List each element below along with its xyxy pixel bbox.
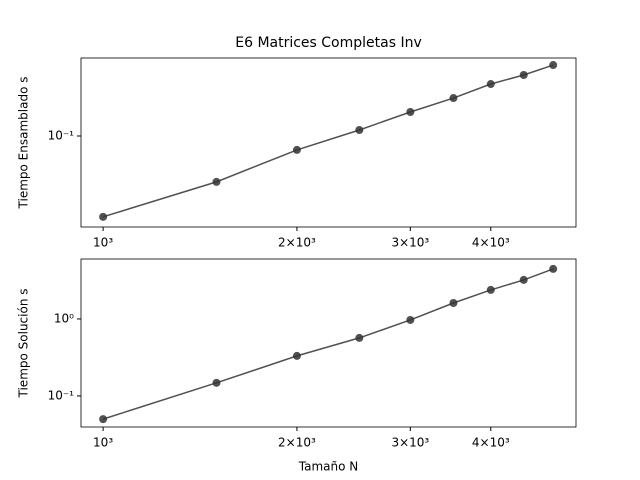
y-tick-label: 10⁰ — [54, 311, 74, 325]
series-line — [102, 64, 554, 218]
data-point — [449, 298, 458, 307]
data-point — [212, 177, 221, 186]
y-axis-label: Tiempo Solución s — [17, 289, 31, 399]
x-tick-label: 4×10³ — [472, 236, 510, 250]
x-tick-label: 4×10³ — [472, 436, 510, 450]
data-point — [99, 415, 108, 424]
y-tick-label: 10⁻¹ — [48, 128, 75, 142]
data-point — [449, 94, 458, 103]
data-point — [486, 285, 495, 294]
data-point — [549, 61, 558, 70]
data-point — [355, 125, 364, 134]
data-point — [406, 108, 415, 117]
plot-frame — [80, 258, 577, 428]
y-axis-label: Tiempo Ensamblado s — [17, 77, 31, 210]
x-tick-label: 2×10³ — [278, 436, 316, 450]
data-point — [519, 275, 528, 284]
data-point — [292, 145, 301, 154]
plot-frame — [80, 57, 577, 228]
data-point — [549, 264, 558, 273]
data-point — [292, 351, 301, 360]
chart-title: E6 Matrices Completas Inv — [235, 35, 422, 51]
x-axis-label: Tamaño N — [298, 460, 358, 474]
series-line — [102, 268, 554, 420]
x-tick-label: 3×10³ — [391, 236, 429, 250]
x-tick-label: 10³ — [93, 236, 113, 250]
data-point — [99, 212, 108, 221]
data-point — [212, 378, 221, 387]
data-point — [519, 71, 528, 80]
y-tick-label: 10⁻¹ — [48, 388, 75, 402]
data-point — [355, 333, 364, 342]
data-point — [486, 80, 495, 89]
x-tick-label: 2×10³ — [278, 236, 316, 250]
x-tick-label: 10³ — [93, 436, 113, 450]
x-tick-label: 3×10³ — [391, 436, 429, 450]
data-point — [406, 315, 415, 324]
